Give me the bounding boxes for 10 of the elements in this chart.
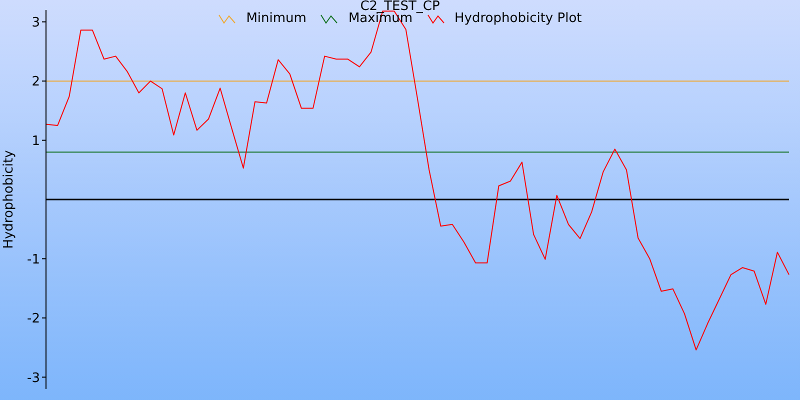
legend-label: Minimum <box>246 11 306 26</box>
legend-label: Hydrophobicity Plot <box>454 11 582 26</box>
y-axis-title: Hydrophobicity <box>2 150 17 249</box>
chart-title: C2_TEST_CP <box>360 0 440 14</box>
y-tick-label: -1 <box>27 252 40 268</box>
y-tick-label: 3 <box>32 15 40 30</box>
y-tick-label: 2 <box>32 74 40 90</box>
y-tick-label: 1 <box>32 134 40 149</box>
y-tick-label: -3 <box>27 370 40 386</box>
y-tick-label: -2 <box>27 312 40 327</box>
